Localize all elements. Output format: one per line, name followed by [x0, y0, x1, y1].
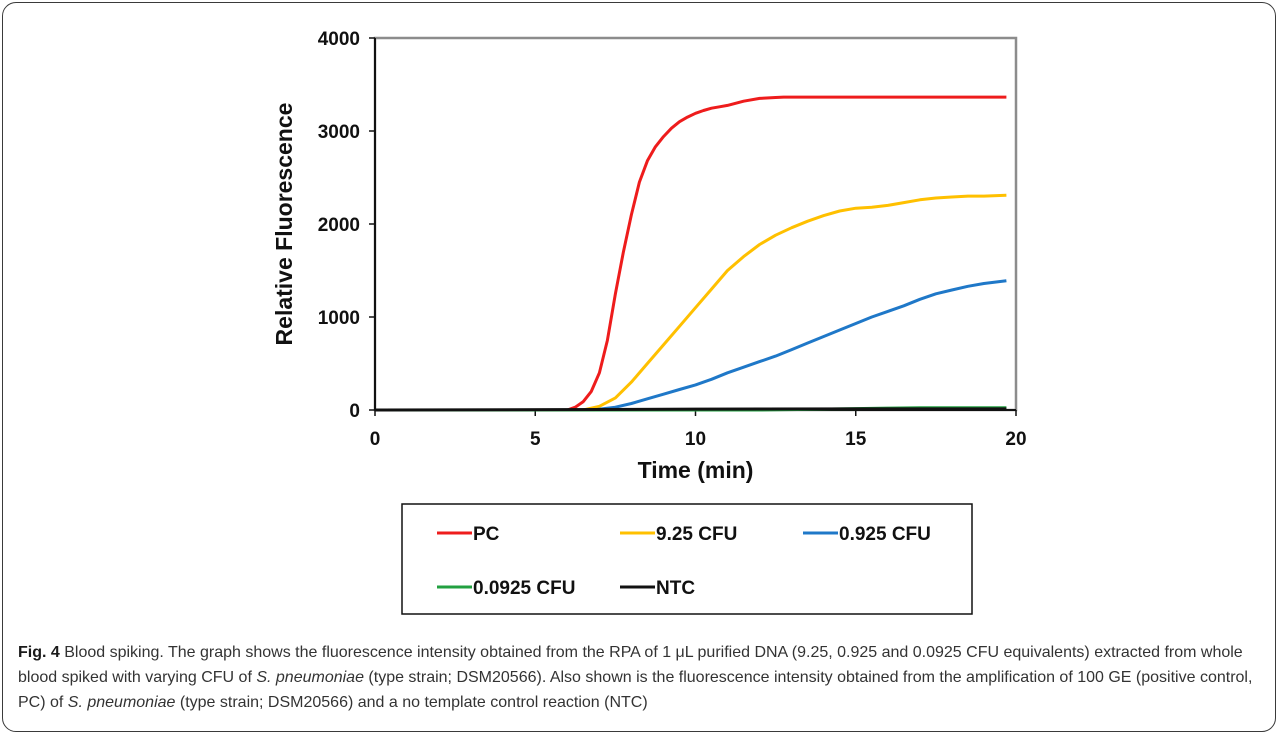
- y-tick-label: 3000: [318, 122, 360, 143]
- x-tick-label: 0: [370, 429, 381, 450]
- figure-label: Fig. 4: [18, 644, 60, 661]
- x-tick-label: 15: [845, 429, 867, 450]
- caption-text: (type strain; DSM20566) and a no templat…: [175, 694, 648, 711]
- plot-area: [373, 36, 1018, 412]
- caption-species-name: S. pneumoniae: [67, 694, 176, 711]
- legend-box: [401, 503, 973, 615]
- legend-label: 0.925 CFU: [839, 524, 931, 545]
- x-tick-label: 10: [685, 429, 706, 450]
- series-line-ntc: [374, 407, 1007, 412]
- x-tick-label: 20: [1005, 429, 1026, 450]
- figure-caption: Fig. 4 Blood spiking. The graph shows th…: [18, 640, 1253, 715]
- x-tick-label: 5: [530, 429, 541, 450]
- y-axis: 0 1000 2000 3000 4000: [318, 29, 375, 422]
- y-tick-label: 2000: [318, 215, 360, 236]
- y-tick-label: 4000: [318, 29, 360, 50]
- y-axis-title: Relative Fluorescence: [271, 103, 297, 346]
- x-axis: 0 5 10 15 20: [370, 410, 1027, 450]
- legend-label: 9.25 CFU: [656, 524, 737, 545]
- caption-species-name: S. pneumoniae: [256, 669, 364, 686]
- x-axis-title: Time (min): [638, 457, 754, 483]
- legend-label: 0.0925 CFU: [473, 578, 575, 599]
- caption-text: (type strain; DSM20566). Also shown is t…: [18, 669, 1253, 711]
- legend-label: NTC: [656, 578, 695, 599]
- caption-text: Blood spiking. The graph shows the fluor…: [18, 644, 1243, 686]
- series-line-9-25-cfu: [375, 193, 1007, 412]
- legend-label: PC: [473, 524, 500, 545]
- y-tick-label: 1000: [318, 308, 360, 329]
- series-line-0-925-cfu: [375, 279, 1007, 412]
- line-chart: 0 5 10 15 20 0 1000 2000 3000 4000 Time (min) Re…: [271, 29, 1027, 615]
- legend: PC 9.25 CFU 0.925 CFU 0.0925 CFU NTC: [401, 503, 973, 615]
- series-layer: [374, 95, 1007, 412]
- y-tick-label: 0: [349, 401, 360, 422]
- series-line-pc: [375, 95, 1007, 412]
- plot-border: [373, 36, 1018, 412]
